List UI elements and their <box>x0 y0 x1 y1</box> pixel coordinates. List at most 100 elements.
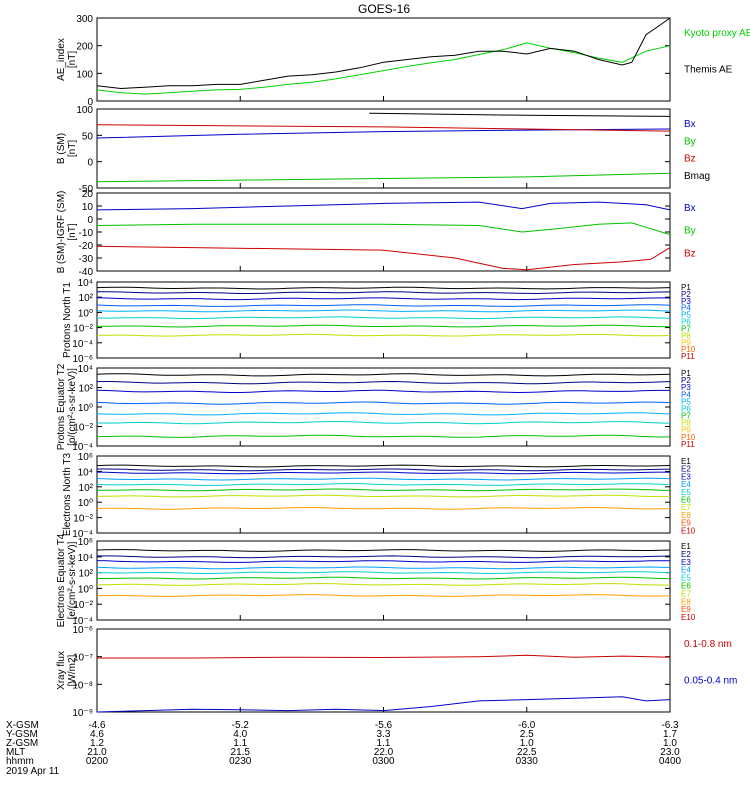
y-tick-label: 10² <box>79 569 94 580</box>
series-line-themis-ae <box>96 17 671 90</box>
y-tick-label: 10⁶ <box>78 452 93 463</box>
channel-line-p2 <box>96 380 671 385</box>
channel-label-p3: P3 <box>681 383 691 392</box>
channel-label-e8: E8 <box>681 597 691 606</box>
channel-line-p4 <box>96 401 671 405</box>
y-tick-label: -40 <box>79 267 94 278</box>
x-tick-value-hhmm: 0400 <box>659 756 682 767</box>
legend-bz: Bz <box>684 154 696 165</box>
channel-label-e1: E1 <box>681 457 691 466</box>
y-tick-label: 10⁻² <box>73 514 93 525</box>
channel-label-e2: E2 <box>681 465 691 474</box>
x-tick-value-ygsm: 4.6 <box>90 729 104 740</box>
x-tick-value-mlt: 22.0 <box>374 747 394 758</box>
y-tick-label: 10² <box>79 483 94 494</box>
x-row-label-hhmm: hhmm <box>6 756 34 767</box>
y-tick-label: 10⁻⁴ <box>72 616 93 627</box>
series-line-bz <box>96 124 671 132</box>
channel-label-e4: E4 <box>681 480 691 489</box>
x-row-label-mlt: MLT <box>6 747 25 758</box>
channel-label-p11: P11 <box>681 352 695 361</box>
y-tick-label: 10⁻⁴ <box>72 529 93 540</box>
channel-line-e5 <box>96 483 671 486</box>
panel-frame <box>96 108 671 189</box>
series-line-0-05-0-4-nm <box>96 696 671 713</box>
series-line-bmag <box>369 112 671 117</box>
y-tick-label: 10⁻⁶ <box>72 354 93 365</box>
channel-line-p8 <box>96 333 671 337</box>
y-tick-label: 10 <box>82 202 94 213</box>
channel-line-p3 <box>96 389 670 394</box>
channel-line-p6 <box>96 420 671 425</box>
x-row-label-y-gsm: Y-GSM <box>6 729 38 740</box>
panel-frame <box>96 281 671 359</box>
channel-label-e1: E1 <box>681 542 691 551</box>
channel-line-e3 <box>96 560 671 563</box>
panel-frame <box>96 455 671 534</box>
y-axis-unit: [p/(cm²-s-sr-keV)] <box>67 368 78 446</box>
panel-b-sm: 100 50 0 -50 B (SM) [nT] Bx By Bz Bmag <box>56 105 710 195</box>
y-tick-label: 10⁰ <box>78 498 93 509</box>
channel-label-e2: E2 <box>681 550 691 559</box>
channel-line-p7 <box>96 434 671 438</box>
channel-label-e5: E5 <box>681 488 691 497</box>
channel-line-e6 <box>96 488 671 492</box>
channel-label-e7: E7 <box>681 589 691 598</box>
channel-label-p9: P9 <box>681 338 691 347</box>
channel-label-p9: P9 <box>681 426 691 435</box>
x-tick-value-xgsm: -4.6 <box>88 720 106 731</box>
x-tick-value-mlt: 22.5 <box>517 747 537 758</box>
channel-line-e4 <box>96 566 671 570</box>
channel-label-e3: E3 <box>681 558 691 567</box>
y-tick-label: 10⁻⁶ <box>72 625 93 636</box>
channel-line-p6 <box>96 316 671 320</box>
y-tick-label: 300 <box>76 14 93 25</box>
channel-label-e7: E7 <box>681 503 691 512</box>
panel-frame <box>96 540 671 621</box>
legend-bz: Bz <box>684 248 696 259</box>
date-label: 2019 Apr 11 <box>6 766 60 777</box>
y-tick-label: 200 <box>76 42 93 53</box>
series-line-bx <box>96 128 671 139</box>
x-row-label-x-gsm: X-GSM <box>6 720 39 731</box>
x-tick-value-zgsm: 1.2 <box>90 738 104 749</box>
y-tick-label: 10⁻² <box>73 324 93 335</box>
legend-kyoto-proxy-ae: Kyoto proxy AE <box>684 28 750 39</box>
y-tick-label: 10⁴ <box>78 553 93 564</box>
y-axis-label: B (SM) <box>56 133 67 164</box>
x-tick-value-ygsm: 1.7 <box>663 729 677 740</box>
channel-line-p5 <box>96 412 671 416</box>
channel-label-e6: E6 <box>681 496 691 505</box>
channel-label-e6: E6 <box>681 582 691 591</box>
y-tick-label: 10⁻² <box>73 423 93 434</box>
y-tick-label: 10⁴ <box>78 364 93 375</box>
panel-frame <box>96 628 671 713</box>
y-axis-label: Xray flux <box>56 651 67 690</box>
channel-line-p2 <box>96 291 671 295</box>
legend-bx: Bx <box>684 203 696 214</box>
legend-by: By <box>684 226 696 237</box>
x-tick-value-xgsm: -5.6 <box>375 720 393 731</box>
channel-line-e7 <box>96 583 670 586</box>
x-tick-value-hhmm: 0200 <box>86 756 109 767</box>
x-tick-value-ygsm: 3.3 <box>377 729 391 740</box>
y-axis-label: Electrons North T3 <box>62 452 73 536</box>
x-tick-value-mlt: 21.0 <box>87 747 107 758</box>
channel-label-e9: E9 <box>681 605 691 614</box>
y-tick-label: 10⁻⁹ <box>72 708 93 719</box>
channel-label-p8: P8 <box>681 331 691 340</box>
x-tick-value-hhmm: 0230 <box>229 756 252 767</box>
series-line-kyoto-proxy-ae <box>96 42 671 95</box>
channel-label-p4: P4 <box>681 304 691 313</box>
y-tick-label: 10⁴ <box>78 278 93 289</box>
channel-line-e8 <box>96 506 671 510</box>
channel-label-p5: P5 <box>681 311 691 320</box>
y-axis-unit: [nT] <box>67 140 78 157</box>
channel-label-e4: E4 <box>681 566 691 575</box>
panel-b-sm-minus-igrf: 20 10 0 -10 -20 -30 -40 B (SM)-IGRF (SM) [nT] Bx B… <box>56 189 696 278</box>
legend-by: By <box>684 136 696 147</box>
channel-label-p7: P7 <box>681 324 691 333</box>
panel-protons-equator-t2: 10⁴ 10² 10⁰ 10⁻² 10⁻⁴ Protons Equator T2 [p/(c… <box>56 363 696 453</box>
